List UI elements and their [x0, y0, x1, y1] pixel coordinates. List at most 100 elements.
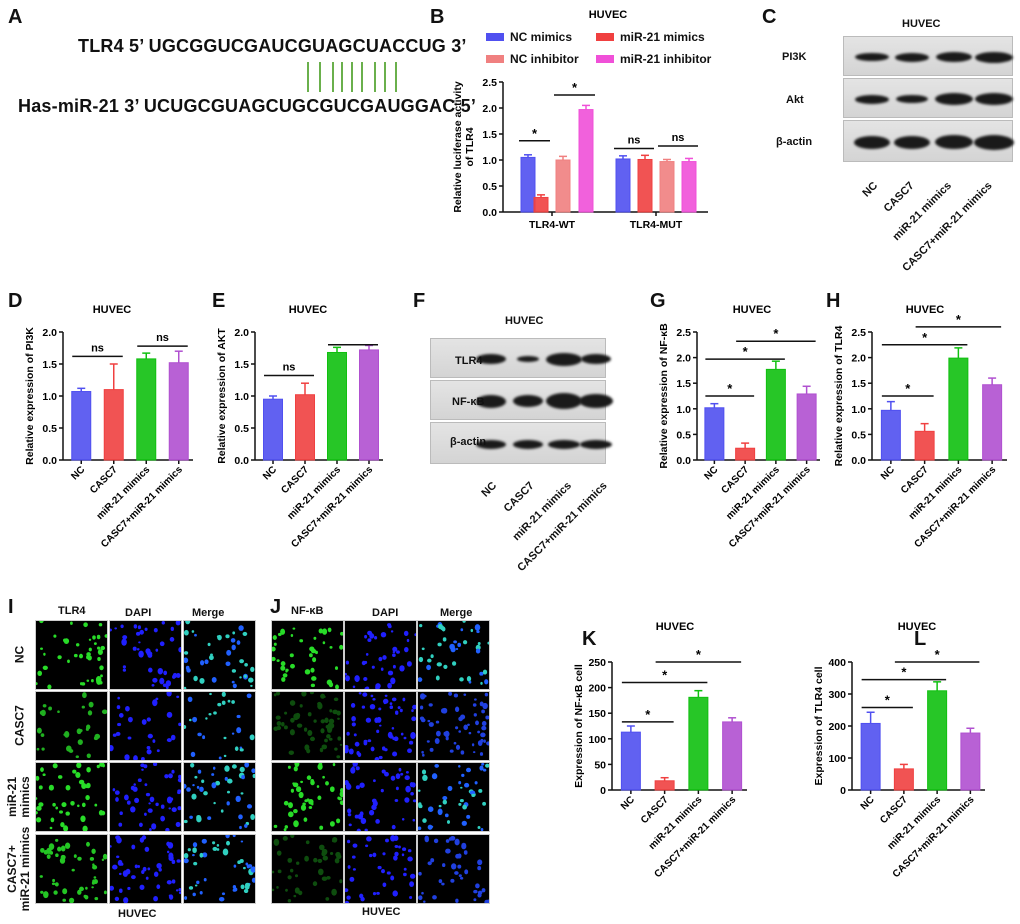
cell	[97, 657, 101, 661]
cell	[385, 838, 389, 843]
cell	[231, 700, 235, 704]
cell	[145, 648, 151, 654]
cell	[48, 706, 53, 711]
cell	[114, 896, 120, 902]
cell	[485, 763, 489, 768]
cell	[461, 842, 467, 850]
cell	[390, 630, 394, 633]
cell	[419, 716, 425, 721]
cell	[481, 721, 487, 726]
base-pair-line	[395, 62, 397, 92]
cell	[442, 637, 447, 642]
cell	[125, 705, 130, 712]
blot-band	[476, 394, 506, 408]
cell	[252, 773, 255, 779]
cell	[36, 805, 42, 811]
blot-band	[513, 395, 543, 407]
cell	[455, 726, 459, 730]
blot-band	[895, 52, 929, 62]
cell	[250, 866, 255, 873]
cell	[176, 673, 181, 678]
cell	[298, 791, 304, 799]
y-tick-label: 300	[828, 689, 846, 701]
cell	[165, 685, 169, 689]
cell	[398, 845, 401, 849]
cell	[186, 787, 191, 792]
cell	[102, 763, 106, 768]
cell	[374, 757, 380, 760]
cell	[246, 804, 253, 809]
blot-strip	[843, 120, 1014, 162]
cell	[300, 780, 304, 784]
cell	[177, 777, 181, 783]
cell	[383, 748, 388, 752]
cell	[426, 664, 432, 671]
cell	[408, 740, 414, 745]
cell	[72, 769, 77, 774]
if-header: Merge	[440, 607, 473, 619]
cell	[382, 655, 387, 660]
cell	[317, 702, 323, 710]
cell	[365, 717, 372, 723]
cell	[310, 683, 316, 688]
cell	[475, 883, 480, 889]
cell	[216, 844, 220, 847]
cell	[369, 703, 376, 710]
y-tick-label: 0.5	[234, 423, 249, 435]
blot-band	[476, 354, 506, 364]
significance-label: *	[743, 344, 749, 359]
cell	[451, 863, 457, 870]
cell	[386, 871, 391, 875]
cell	[454, 838, 460, 846]
cell	[442, 863, 446, 868]
cell	[459, 876, 464, 880]
cell	[458, 765, 461, 768]
dapi-image	[344, 834, 417, 904]
cell	[437, 808, 443, 816]
cell	[156, 862, 162, 869]
cell	[400, 772, 404, 776]
cell	[444, 813, 449, 818]
cell	[153, 763, 158, 767]
cell	[331, 888, 337, 896]
cell	[156, 749, 160, 753]
cell	[367, 630, 373, 636]
cell	[88, 638, 92, 641]
bar	[914, 430, 935, 461]
cell	[389, 705, 394, 710]
panel-label-k: K	[582, 628, 597, 650]
cell	[474, 624, 481, 631]
bar	[327, 351, 347, 461]
cell	[283, 725, 288, 730]
cell	[280, 665, 286, 671]
cell	[480, 681, 483, 685]
cell	[184, 725, 187, 729]
cell	[287, 765, 291, 769]
cell	[63, 733, 66, 736]
cell	[148, 802, 151, 805]
cell	[321, 848, 328, 856]
cell	[132, 646, 137, 651]
cell	[110, 628, 112, 632]
cell	[97, 649, 103, 655]
cell	[326, 679, 333, 686]
cell	[273, 642, 277, 646]
cell	[82, 825, 88, 831]
significance-label: *	[905, 381, 911, 396]
cell	[365, 844, 369, 848]
cell	[149, 796, 155, 803]
cell	[245, 862, 249, 866]
cell	[486, 741, 489, 746]
cell	[374, 635, 378, 640]
y-tick-label: 400	[828, 657, 846, 669]
cell	[322, 855, 328, 861]
blot-band	[476, 439, 506, 449]
cell	[460, 786, 463, 789]
cell	[234, 746, 239, 751]
cell	[213, 711, 217, 715]
cell	[292, 627, 296, 630]
cell	[155, 802, 159, 807]
cell	[285, 668, 289, 672]
cell	[467, 723, 470, 726]
cell	[409, 881, 415, 888]
